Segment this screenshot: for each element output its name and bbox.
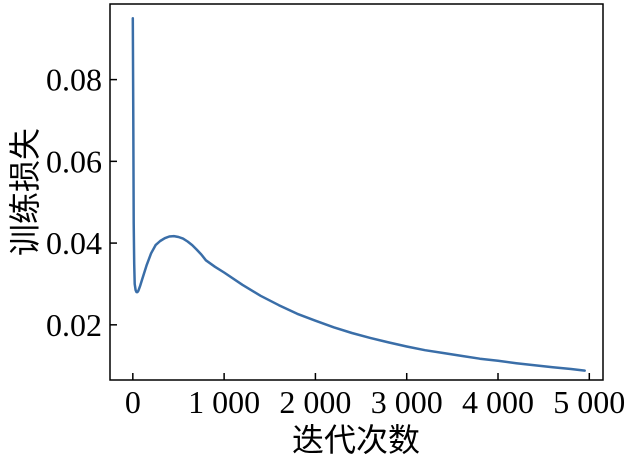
loss-curve-series [131,17,586,372]
y-axis-title: 训练损失 [6,128,44,256]
x-axis-ticks: 0 1 000 2 000 3 000 4 000 5 000 [125,373,625,420]
x-tick-label: 0 [125,384,141,420]
plot-frame [109,3,604,381]
y-tick-label: 0.08 [46,62,102,98]
x-tick-label: 2 000 [279,384,351,420]
x-tick-label: 1 000 [188,384,260,420]
x-tick-label: 3 000 [371,384,443,420]
x-tick-label: 5 000 [553,384,625,420]
y-axis-ticks: 0.02 0.04 0.06 0.08 [46,62,117,343]
x-axis-title: 迭代次数 [292,421,420,456]
x-tick-label: 4 000 [462,384,534,420]
y-tick-label: 0.02 [46,307,102,343]
y-tick-label: 0.04 [46,225,102,261]
y-tick-label: 0.06 [46,143,102,179]
